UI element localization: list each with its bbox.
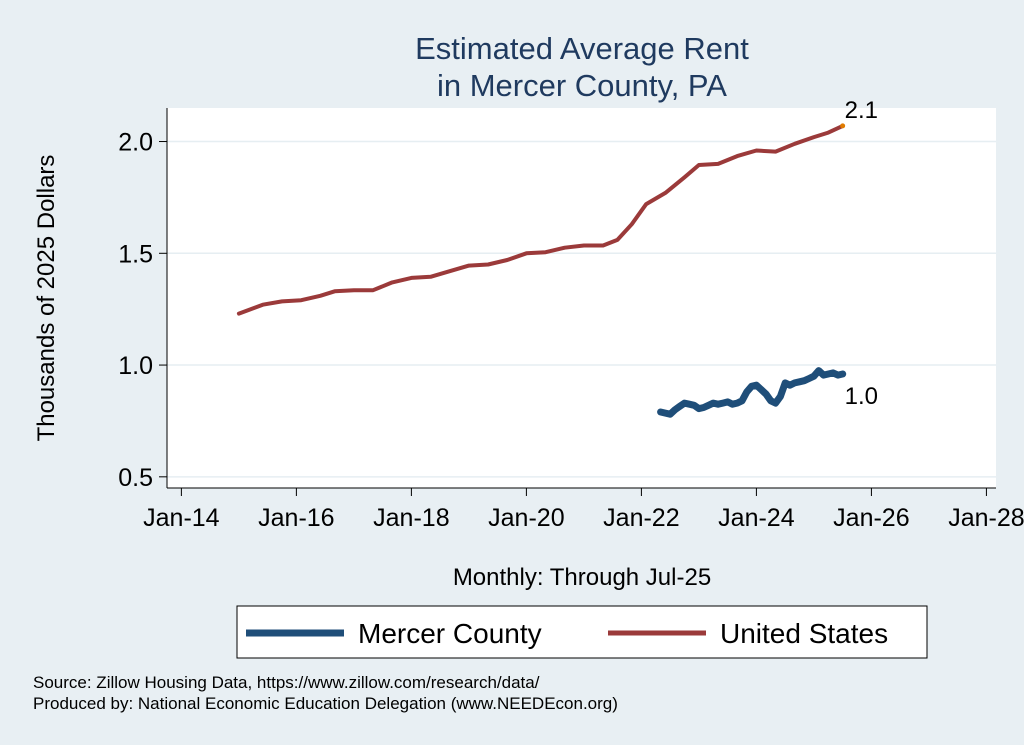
- plot-area: [167, 108, 996, 488]
- y-axis-ticks: 0.5 1.0 1.5 2.0: [118, 129, 167, 492]
- x-axis-ticks: Jan-14 Jan-16 Jan-18 Jan-20 Jan-22 Jan-24 Jan-…: [143, 488, 1024, 532]
- x-tick-label-5: Jan-24: [718, 504, 795, 532]
- series-end-label-1: 2.1: [845, 97, 878, 124]
- grid-lines: [167, 140, 996, 478]
- series-line-0: [657, 367, 847, 418]
- chart-title-line-1: Estimated Average Rent: [415, 31, 749, 66]
- series-line-1: [236, 123, 845, 316]
- y-tick-label-1: 1.0: [118, 352, 153, 380]
- y-tick-label-2: 1.5: [118, 240, 153, 268]
- series-end-marker-1: [840, 123, 846, 129]
- x-tick-label-0: Jan-14: [143, 504, 220, 532]
- x-tick-label-1: Jan-16: [258, 504, 334, 532]
- y-axis-title: Thousands of 2025 Dollars: [33, 155, 60, 442]
- footer-produced: Produced by: National Economic Education…: [33, 694, 618, 713]
- series-lines: 1.0 2.1: [236, 97, 878, 418]
- y-tick-label-3: 2.0: [118, 129, 153, 157]
- y-tick-label-0: 0.5: [118, 464, 153, 492]
- x-tick-label-6: Jan-26: [833, 504, 909, 532]
- x-axis-title: Monthly: Through Jul-25: [453, 564, 711, 591]
- chart-title-line-2: in Mercer County, PA: [437, 68, 727, 103]
- x-tick-label-4: Jan-22: [603, 504, 679, 532]
- x-tick-label-2: Jan-18: [373, 504, 449, 532]
- legend-box: [236, 605, 928, 659]
- x-tick-label-7: Jan-28: [948, 504, 1024, 532]
- x-tick-label-3: Jan-20: [488, 504, 564, 532]
- series-end-label-0: 1.0: [845, 383, 878, 410]
- legend-label-us: United States: [720, 618, 888, 649]
- legend-label-mercer: Mercer County: [358, 618, 542, 649]
- footer-source: Source: Zillow Housing Data, https://www…: [33, 673, 540, 692]
